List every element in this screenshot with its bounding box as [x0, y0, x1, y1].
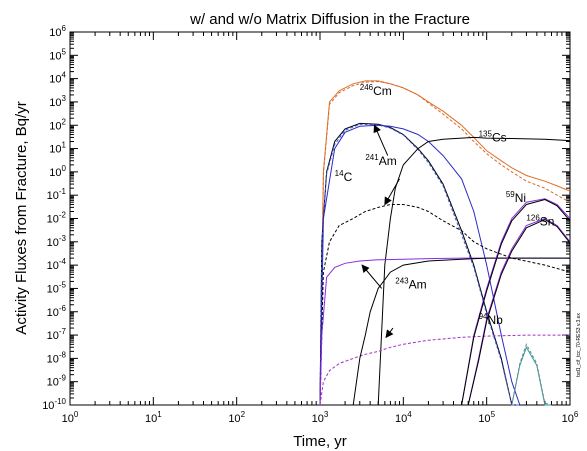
- y-tick-label: 10-10: [42, 397, 66, 412]
- isotope-label: 94Nb: [479, 312, 504, 327]
- series-line-5: [319, 124, 521, 406]
- series-line-1: [319, 80, 571, 406]
- y-tick-label: 100: [49, 164, 66, 179]
- x-tick-label: 103: [312, 410, 329, 425]
- isotope-label: 14C: [335, 169, 353, 184]
- series-line-9: [319, 334, 570, 406]
- series-line-16: [511, 343, 552, 406]
- annotation-arrow: [373, 124, 389, 156]
- x-tick-label: 105: [478, 410, 495, 425]
- x-axis-title: Time, yr: [293, 433, 347, 450]
- y-tick-label: 106: [49, 24, 66, 39]
- x-tick-label: 100: [62, 410, 79, 425]
- y-tick-label: 104: [49, 71, 66, 86]
- annotation-arrow: [361, 264, 383, 289]
- series-line-3: [319, 122, 520, 406]
- series-line-6: [377, 136, 571, 406]
- isotope-label: 135Cs: [479, 130, 507, 145]
- y-tick-label: 102: [49, 117, 66, 132]
- y-tick-label: 103: [49, 94, 66, 109]
- series-line-14: [467, 219, 571, 406]
- y-tick-label: 10-7: [47, 327, 67, 342]
- isotope-label: 241Am: [365, 153, 396, 168]
- y-tick-label: 10-6: [47, 304, 67, 319]
- isotope-label: 126Sn: [526, 214, 554, 229]
- y-tick-label: 10-4: [47, 257, 67, 272]
- annotation-arrow: [385, 327, 394, 339]
- arrows-layer: [361, 124, 400, 339]
- series-line-11: [461, 198, 571, 406]
- series-line-8: [319, 257, 570, 406]
- isotope-label: 246Cm: [360, 83, 392, 98]
- isotope-label: 243Am: [395, 276, 426, 291]
- y-tick-label: 10-8: [47, 350, 67, 365]
- x-tick-label: 101: [145, 410, 162, 425]
- series-line-4: [319, 123, 520, 406]
- y-tick-label: 10-2: [47, 211, 67, 226]
- side-note: tsd1_cif_tcc_70-RES3 v.3.ex: [576, 313, 582, 377]
- y-tick-label: 10-3: [47, 234, 67, 249]
- x-tick-label: 102: [228, 410, 245, 425]
- plot-frame: [69, 31, 571, 406]
- x-tick-label: 106: [562, 410, 579, 425]
- series-line-15: [511, 346, 552, 406]
- y-tick-label: 10-1: [47, 187, 67, 202]
- isotope-label: 59Ni: [506, 190, 526, 205]
- axis-ticks: 100 101 102 103 104 105 106 10-10 10-9 10-8 10-7 10…: [42, 24, 579, 425]
- y-tick-label: 10-5: [47, 280, 67, 295]
- chart-title: w/ and w/o Matrix Diffusion in the Fract…: [189, 11, 470, 28]
- series-line-10: [352, 257, 570, 406]
- y-tick-label: 10-9: [47, 374, 67, 389]
- x-tick-label: 104: [395, 410, 412, 425]
- y-tick-label: 101: [49, 141, 66, 156]
- series-layer: [319, 80, 571, 406]
- annotation-arrow: [384, 178, 400, 206]
- series-line-2: [319, 80, 571, 406]
- y-tick-label: 105: [49, 47, 66, 62]
- series-line-12: [461, 198, 571, 406]
- series-line-7: [319, 204, 571, 406]
- y-axis-title: Activity Fluxes from Fracture, Bq/yr: [13, 101, 30, 334]
